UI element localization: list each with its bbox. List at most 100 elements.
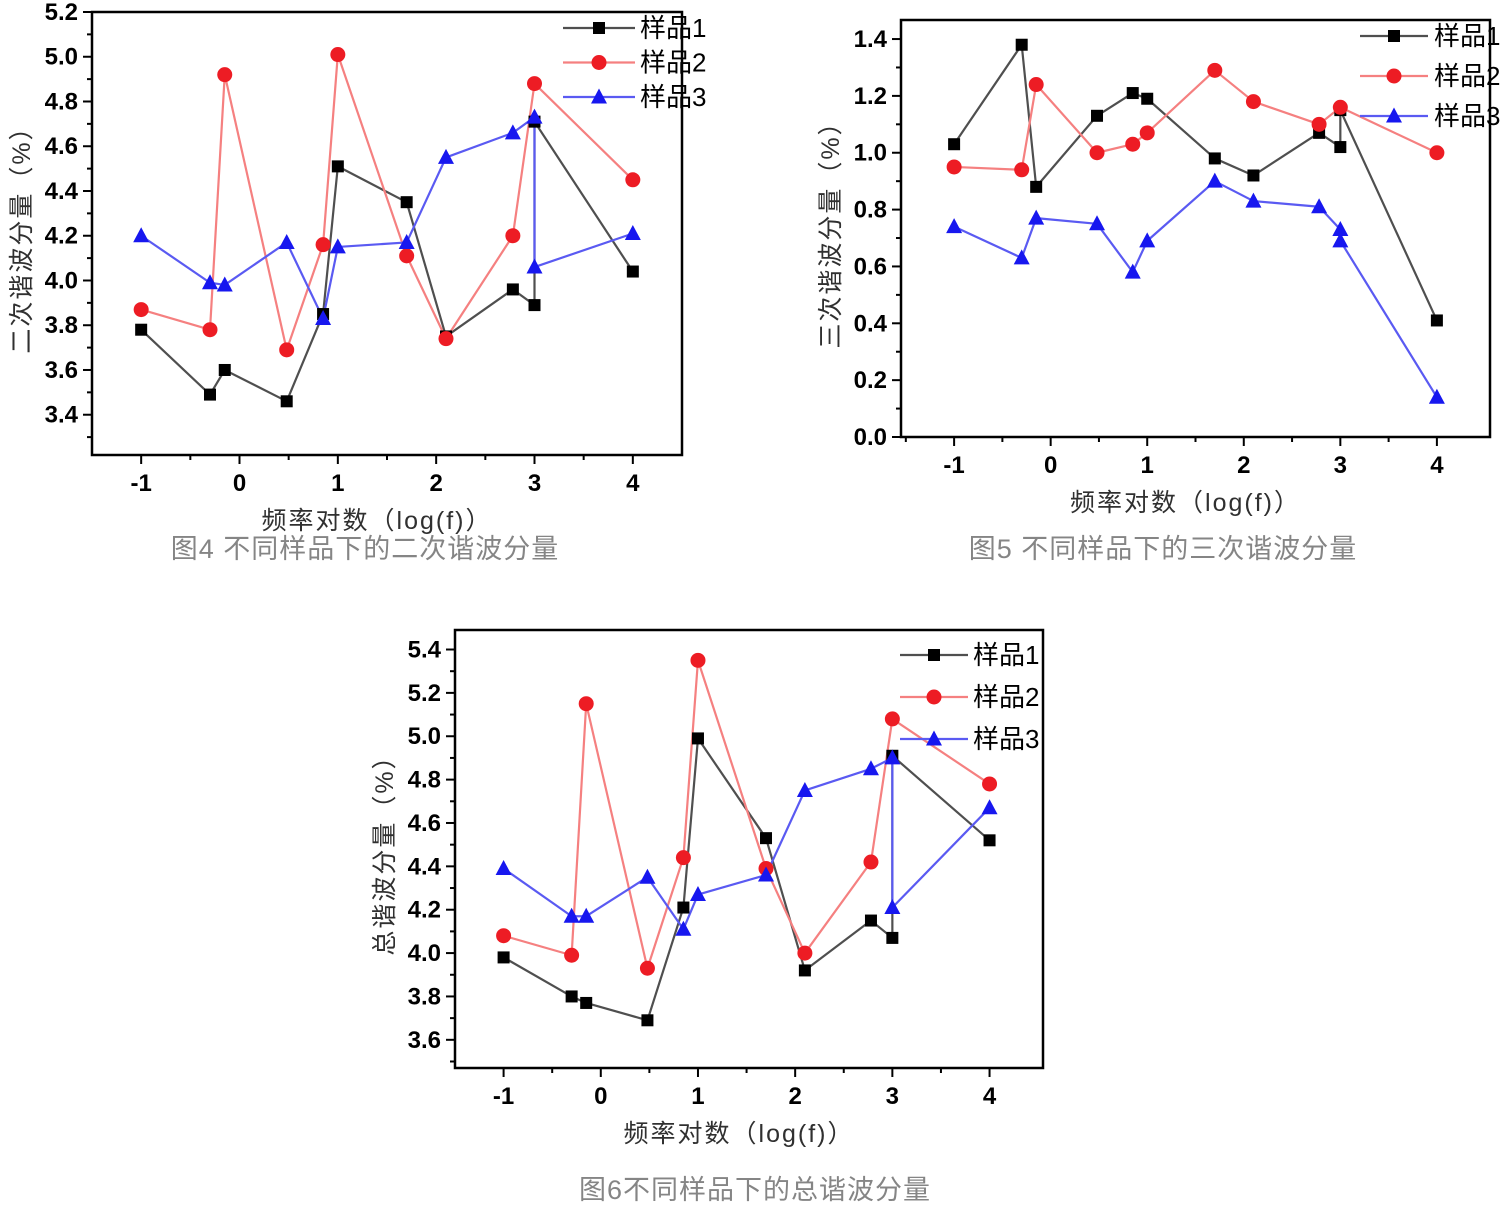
y-tick-label: 1.2 <box>854 83 887 110</box>
series-marker-样品1 <box>677 901 690 914</box>
x-tick-label: 4 <box>626 470 640 497</box>
x-tick-label: 1 <box>691 1083 704 1110</box>
y-tick-label: 0.0 <box>854 424 887 451</box>
x-tick-label: 0 <box>233 470 246 497</box>
series-marker-样品1 <box>691 732 704 745</box>
series-marker-样品1 <box>641 1014 654 1027</box>
y-tick-label: 3.4 <box>45 402 79 429</box>
series-marker-样品1 <box>1126 87 1139 100</box>
x-tick-label: 3 <box>528 470 541 497</box>
legend-marker <box>1388 30 1400 42</box>
series-marker-样品2 <box>1245 94 1261 110</box>
y-tick-label: 4.6 <box>45 133 78 160</box>
legend-marker <box>1386 68 1402 84</box>
series-marker-样品2 <box>1125 136 1141 152</box>
legend-label: 样品2 <box>640 48 706 78</box>
y-axis-title: 二次谐波分量（%） <box>8 113 36 353</box>
x-tick-label: -1 <box>130 470 151 497</box>
series-marker-样品1 <box>1334 141 1347 154</box>
x-tick-label: 2 <box>1237 452 1250 479</box>
y-tick-label: 4.0 <box>45 267 78 294</box>
series-marker-样品3 <box>1332 232 1349 248</box>
legend-label: 样品3 <box>640 82 706 112</box>
series-marker-样品1 <box>1030 180 1043 193</box>
x-tick-label: 0 <box>594 1083 607 1110</box>
y-tick-label: 5.0 <box>45 44 78 71</box>
series-marker-样品1 <box>948 138 961 151</box>
series-marker-样品1 <box>626 265 639 278</box>
series-marker-样品2 <box>1207 62 1223 78</box>
series-marker-样品3 <box>1139 232 1156 248</box>
fig6-caption: 图6不同样品下的总谐波分量 <box>578 1175 931 1205</box>
series-marker-样品3 <box>689 886 706 902</box>
series-marker-样品2 <box>564 947 580 963</box>
series-marker-样品3 <box>1089 215 1106 231</box>
series-marker-样品3 <box>796 781 813 797</box>
y-tick-label: 0.8 <box>854 197 887 224</box>
series-marker-样品3 <box>884 749 901 765</box>
series-marker-样品2 <box>1028 77 1044 93</box>
series-marker-样品2 <box>315 237 331 253</box>
series-marker-样品1 <box>580 996 593 1009</box>
series-marker-样品1 <box>528 299 541 312</box>
series-marker-样品3 <box>315 310 332 326</box>
series-marker-样品3 <box>675 920 692 936</box>
series-marker-样品3 <box>1245 192 1262 208</box>
series-marker-样品2 <box>1429 145 1445 161</box>
series-marker-样品2 <box>863 854 879 870</box>
series-marker-样品3 <box>398 233 415 249</box>
series-marker-样品3 <box>1124 263 1141 279</box>
x-tick-label: 3 <box>886 1083 899 1110</box>
series-marker-样品3 <box>981 799 998 815</box>
series-marker-样品2 <box>399 248 415 264</box>
legend-marker <box>1386 107 1402 123</box>
series-marker-样品2 <box>625 172 641 188</box>
series-marker-样品1 <box>1015 38 1028 51</box>
legend-label: 样品2 <box>973 682 1039 712</box>
legend-marker <box>928 649 940 661</box>
series-marker-样品2 <box>217 67 233 83</box>
x-tick-label: -1 <box>943 452 964 479</box>
series-marker-样品1 <box>565 990 578 1003</box>
series-line-样品3 <box>953 180 1438 398</box>
x-tick-label: 2 <box>788 1083 801 1110</box>
x-tick-label: 0 <box>1044 452 1057 479</box>
series-marker-样品2 <box>133 302 149 318</box>
series-line-样品1 <box>953 43 1438 321</box>
x-tick-label: 1 <box>1141 452 1154 479</box>
series-marker-样品3 <box>133 227 150 243</box>
series-marker-样品3 <box>639 868 656 884</box>
series-marker-样品2 <box>884 711 900 727</box>
series-marker-样品1 <box>1141 92 1154 105</box>
x-tick-label: 2 <box>429 470 442 497</box>
series-marker-样品3 <box>624 225 641 240</box>
x-tick-label: 4 <box>983 1083 997 1110</box>
y-tick-label: 3.6 <box>45 357 78 384</box>
series-marker-样品1 <box>1091 109 1104 122</box>
legend-label: 样品3 <box>1434 101 1500 131</box>
y-tick-label: 4.4 <box>408 853 442 880</box>
legend-label: 样品3 <box>973 724 1039 754</box>
y-tick-label: 0.6 <box>854 253 887 280</box>
x-axis-title: 频率对数（log(f)） <box>624 1120 855 1148</box>
series-marker-样品3 <box>758 866 775 882</box>
series-marker-样品3 <box>862 760 879 776</box>
series-marker-样品3 <box>1206 172 1223 188</box>
y-tick-label: 4.2 <box>45 223 78 250</box>
series-marker-样品2 <box>505 228 521 244</box>
y-tick-label: 5.2 <box>45 0 78 26</box>
series-marker-样品2 <box>438 331 454 347</box>
series-marker-样品3 <box>329 238 346 254</box>
series-line-样品2 <box>140 53 634 351</box>
series-marker-样品3 <box>526 108 543 124</box>
legend-marker <box>593 22 605 34</box>
series-marker-样品3 <box>563 907 580 923</box>
series-marker-样品1 <box>1247 169 1260 182</box>
plot-frame <box>90 10 684 457</box>
y-tick-label: 5.0 <box>408 723 441 750</box>
fig4-second-harmonic-chart: -1 0 1 2 3 4 3.4 3.6 3.8 4.0 4.2 4.4 4.6 4.8 5.0 5.2 频率对… <box>8 0 706 535</box>
series-marker-样品2 <box>202 322 218 338</box>
series-marker-样品2 <box>1014 162 1030 178</box>
series-marker-样品1 <box>204 388 216 401</box>
